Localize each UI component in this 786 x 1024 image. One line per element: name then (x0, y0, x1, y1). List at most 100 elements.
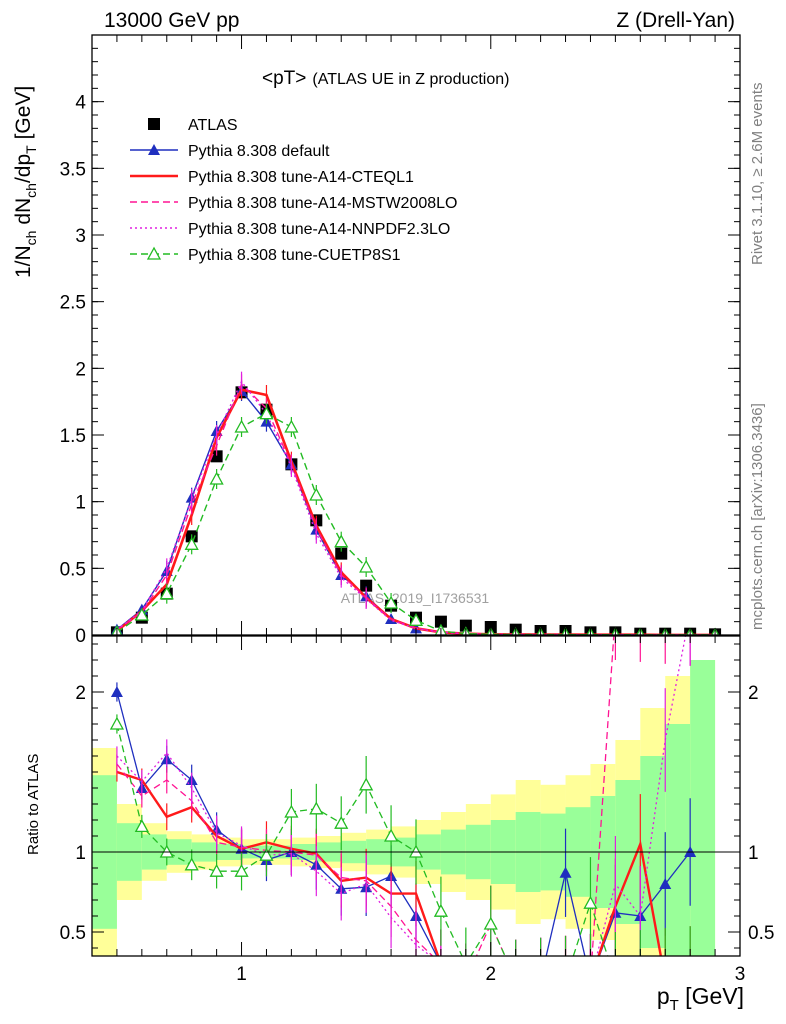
energy-label: 13000 GeV pp (104, 9, 239, 32)
legend-label: ATLAS (188, 117, 238, 134)
ratio-y-tick-label-right: 0.5 (748, 923, 774, 944)
ratio-point (110, 686, 123, 697)
ratio-point (535, 974, 547, 985)
ratio-line (116, 770, 663, 956)
ratio-uncertainty-bands (92, 660, 716, 956)
mcplots-label: mcplots.cern.ch [arXiv:1306.3436] (749, 403, 766, 630)
ratio-point (309, 801, 324, 815)
data-point (234, 419, 249, 433)
ratio-point (284, 804, 299, 818)
x-tick-label: 3 (735, 964, 746, 985)
ratio-point (510, 974, 522, 985)
ratio-point (383, 828, 399, 842)
y-tick-label: 2 (75, 359, 86, 380)
x-axis-label: pT [GeV] (657, 983, 744, 1014)
ratio-point (334, 815, 349, 829)
ratio-pythia-8-308-tune-cuetp8s1 (109, 714, 691, 985)
ratio-point (483, 916, 498, 930)
y-tick-label: 4 (75, 93, 86, 114)
data-point (210, 450, 223, 463)
y-tick-label: 3 (75, 226, 86, 247)
series-pythia-8-308-tune-a14-nnpdf2-3lo (116, 371, 716, 635)
legend-label: Pythia 8.308 tune-CUETP8S1 (188, 247, 401, 264)
ratio-point (559, 866, 572, 878)
legend: ATLAS Pythia 8.308 default Pythia 8.308 tu… (130, 117, 457, 264)
ratio-point (435, 958, 447, 969)
y-tick-label: 1.5 (60, 426, 86, 447)
legend-marker (148, 144, 160, 155)
y-tick-label: 0 (75, 626, 86, 647)
data-point (359, 559, 374, 573)
legend-item: Pythia 8.308 tune-A14-CTEQL1 (130, 169, 414, 186)
ratio-point (535, 974, 547, 985)
legend-marker (148, 118, 160, 130)
ratio-line (116, 691, 691, 956)
ratio-point (584, 974, 596, 985)
ratio-point (460, 958, 472, 969)
ratio-y-axis-label: Ratio to ATLAS (25, 754, 42, 855)
y-tick-label: 1 (75, 493, 86, 514)
y-tick-label: 0.5 (60, 559, 86, 580)
data-point (159, 586, 174, 600)
legend-item: Pythia 8.308 tune-CUETP8S1 (130, 246, 401, 264)
axes-ticks: 0 0.5 1 1.5 2 2.5 3 3.5 4 0.5 0.5 1 1 2 2 1 2 3 (60, 34, 774, 985)
data-point (184, 536, 199, 550)
data-point (284, 419, 299, 433)
legend-item: ATLAS (148, 117, 238, 134)
ratio-point (234, 863, 249, 877)
rivet-label: Rivet 3.1.10, ≥ 2.6M events (749, 83, 766, 266)
ratio-point (184, 857, 199, 871)
data-point (134, 607, 149, 621)
data-point (334, 534, 349, 548)
x-tick-label: 1 (236, 964, 247, 985)
ratio-point (560, 974, 572, 985)
plot-title: <pT> (ATLAS UE in Z production) (262, 68, 509, 89)
legend-item: Pythia 8.308 default (130, 143, 330, 160)
ratio-point (359, 777, 374, 791)
y-axis-label: 1/Nch dNch/dpT [GeV] (12, 86, 39, 278)
legend-marker (146, 246, 162, 260)
data-point (335, 547, 348, 560)
ratio-point (659, 878, 672, 889)
ratio-point (583, 895, 598, 909)
ratio-point (259, 847, 274, 861)
data-point (383, 595, 399, 609)
ratio-point (634, 974, 646, 985)
ratio-line (116, 636, 615, 956)
ratio-point (433, 903, 449, 917)
legend-label: Pythia 8.308 tune-A14-NNPDF2.3LO (188, 221, 450, 238)
data-point (360, 579, 373, 592)
y-tick-label: 3.5 (60, 159, 86, 180)
ratio-point (209, 863, 224, 877)
process-label: Z (Drell-Yan) (616, 9, 735, 32)
ratio-point (609, 974, 621, 985)
ratio-point (109, 716, 125, 730)
analysis-watermark: ATLAS_2019_I1736531 (341, 590, 490, 606)
data-point (459, 619, 472, 632)
ratio-point (510, 974, 522, 985)
ratio-y-tick-label-right: 2 (748, 683, 759, 704)
ratio-y-tick-label-right: 1 (748, 843, 759, 864)
data-point (309, 487, 324, 501)
ratio-point (134, 819, 149, 833)
ratio-line (116, 723, 609, 956)
ratio-panel-series (109, 636, 697, 985)
legend-label: Pythia 8.308 default (188, 143, 330, 160)
ratio-y-tick-label: 0.5 (60, 923, 86, 944)
legend-label: Pythia 8.308 tune-A14-MSTW2008LO (188, 195, 457, 212)
ratio-point (460, 974, 472, 985)
ratio-y-tick-label: 1 (75, 843, 86, 864)
y-tick-label: 2.5 (60, 293, 86, 314)
legend-item: Pythia 8.308 tune-A14-MSTW2008LO (130, 195, 457, 212)
ratio-y-tick-label: 2 (75, 683, 86, 704)
green-band-bin (690, 660, 716, 956)
x-tick-label: 2 (485, 964, 496, 985)
legend-item: Pythia 8.308 tune-A14-NNPDF2.3LO (130, 221, 450, 238)
legend-label: Pythia 8.308 tune-A14-CTEQL1 (188, 169, 414, 186)
data-point (209, 471, 224, 485)
data-point (259, 406, 274, 420)
data-point (408, 612, 424, 626)
green-band-bin (665, 724, 691, 956)
data-point (434, 615, 447, 628)
